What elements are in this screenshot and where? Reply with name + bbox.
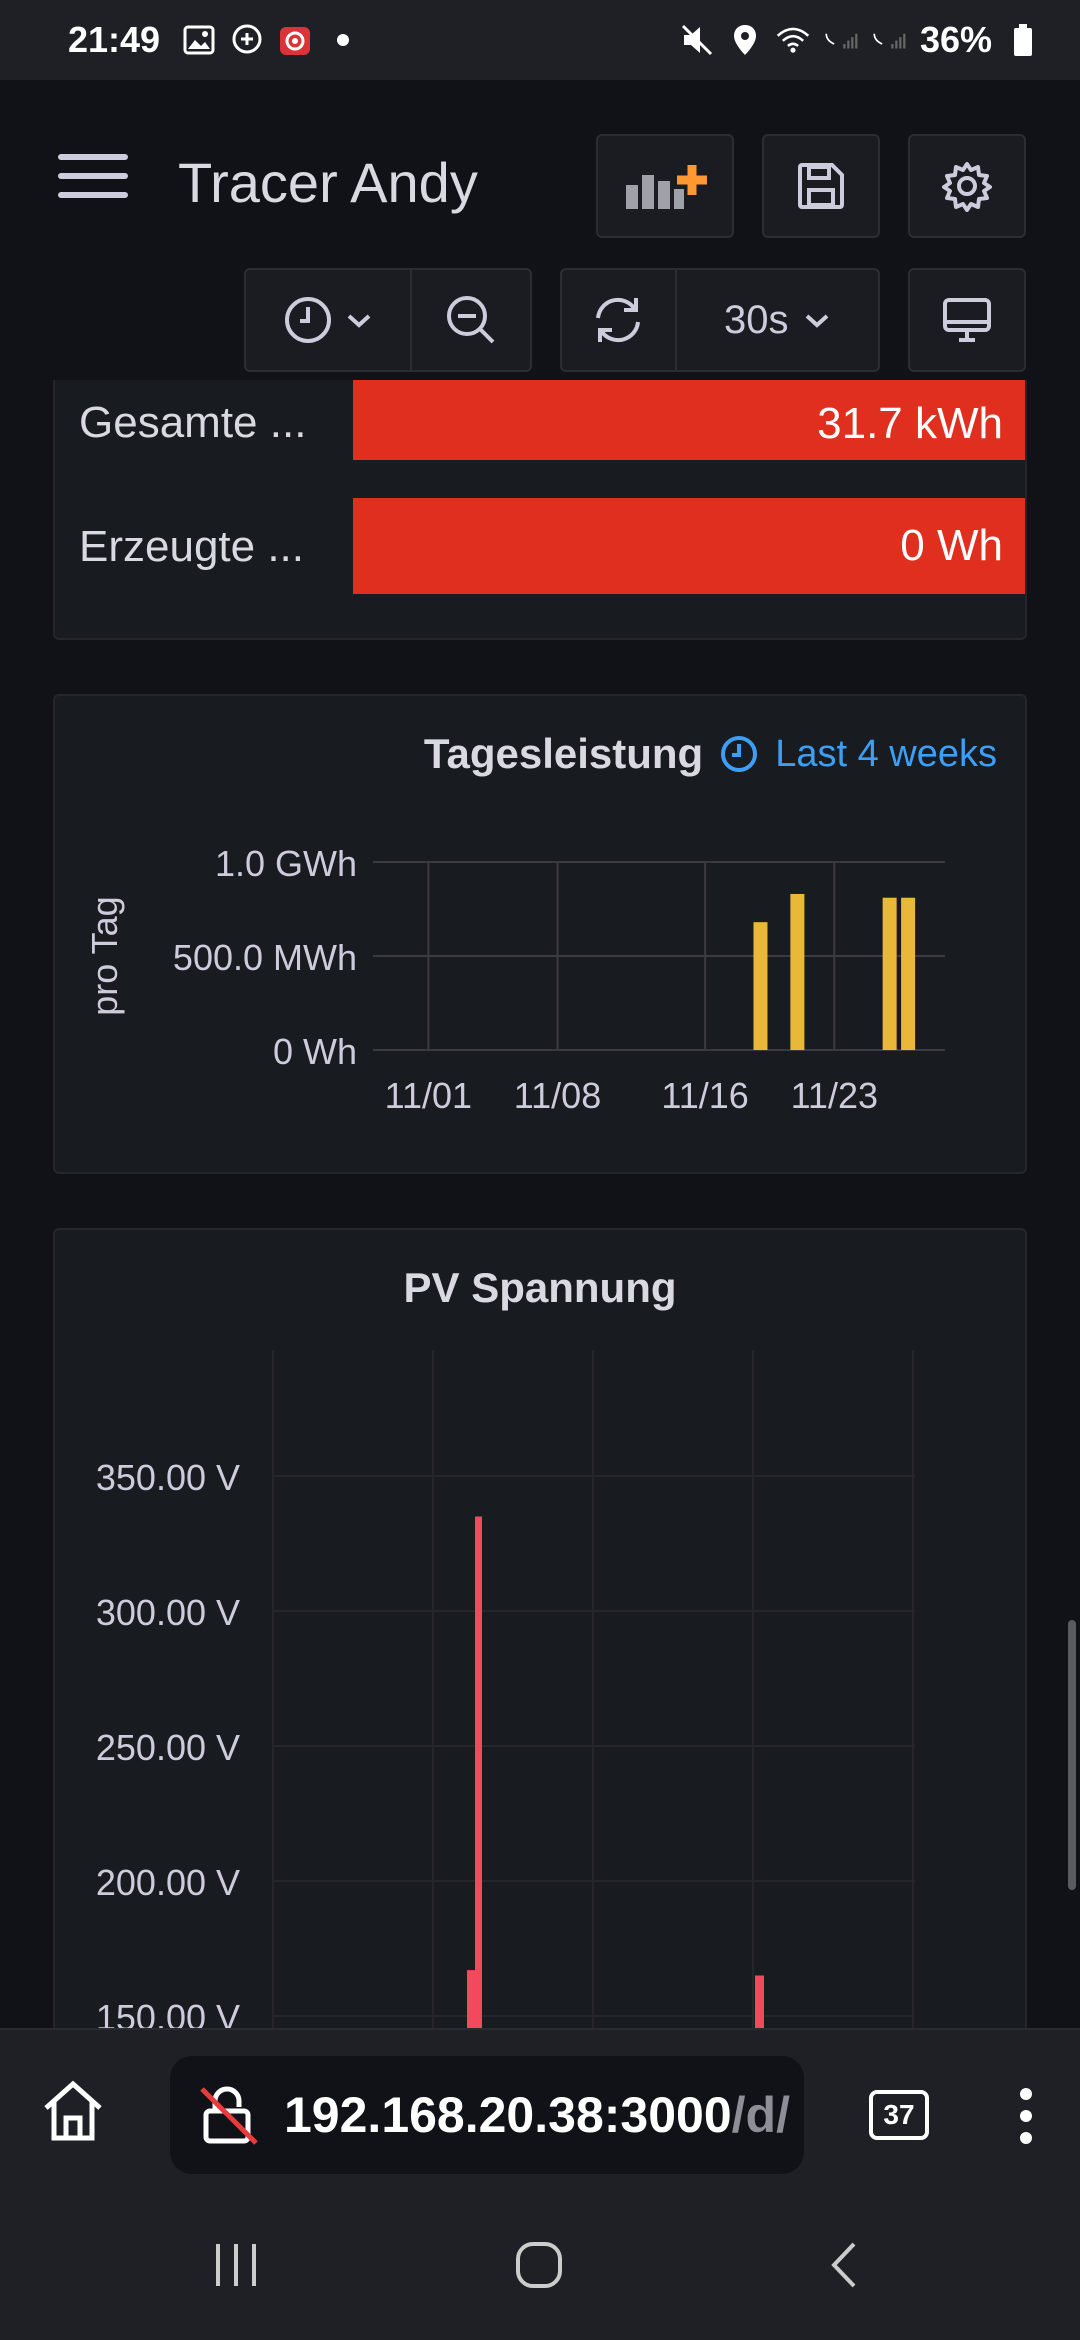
- bar-gauge-label: Gesamte ...: [79, 398, 307, 447]
- daily-yield-chart: 1.0 GWh 500.0 MWh 0 Wh 11/01 11/08 11/16 11/23…: [84, 843, 945, 1116]
- app-notification-icon: [278, 23, 312, 57]
- signal-sim2-icon: [872, 23, 906, 57]
- refresh-interval-label: 30s: [724, 297, 789, 342]
- home-circle-icon: [516, 2242, 562, 2288]
- back-icon: [831, 2242, 856, 2288]
- address-bar[interactable]: 192.168.20.38:3000/d/: [170, 2056, 804, 2174]
- gallery-icon: [182, 23, 216, 57]
- y-tick-label: 350.00 V: [96, 1457, 240, 1498]
- bar-gauge-row: Gesamte ... 31.7 kWh: [55, 380, 1025, 464]
- mute-icon: [680, 23, 714, 57]
- chevron-down-icon: [347, 314, 371, 328]
- bar-gauge-bar: 31.7 kWh: [353, 380, 1025, 460]
- zoom-out-button[interactable]: [412, 270, 530, 370]
- clock-icon: [721, 736, 758, 772]
- recents-icon: [216, 2244, 256, 2286]
- browser-toolbar: 192.168.20.38:3000/d/ 37: [0, 2028, 1080, 2188]
- bar-gauge-label: Erzeugte ...: [79, 522, 305, 571]
- system-nav-bar: [0, 2188, 1080, 2340]
- tv-mode-button[interactable]: [908, 268, 1026, 372]
- recent-apps-button[interactable]: [212, 2240, 262, 2295]
- refresh-button[interactable]: [562, 270, 677, 370]
- x-tick-label: 11/16: [661, 1075, 748, 1116]
- back-button[interactable]: [824, 2240, 864, 2295]
- bar-gauge-value: 0 Wh: [900, 521, 1003, 570]
- dashboard-header: Tracer Andy: [0, 80, 1080, 390]
- chat-plus-icon: [230, 23, 264, 57]
- y-axis-label: pro Tag: [84, 896, 125, 1015]
- battery-icon: [1006, 23, 1040, 57]
- y-tick-label: 0 Wh: [273, 1031, 357, 1072]
- tabs-button[interactable]: 37: [869, 2090, 929, 2140]
- menu-icon[interactable]: [58, 154, 128, 204]
- bar: [790, 893, 805, 1050]
- x-tick-label: 11/23: [791, 1075, 878, 1116]
- time-range-group: [244, 268, 532, 372]
- bar-gauge-value: 31.7 kWh: [817, 399, 1003, 448]
- add-panel-icon: [626, 165, 707, 209]
- bar: [882, 897, 897, 1050]
- gear-icon: [942, 162, 992, 212]
- panel-title[interactable]: Tagesleistung: [423, 730, 704, 777]
- x-tick-label: 11/01: [385, 1075, 472, 1116]
- settings-button[interactable]: [908, 134, 1026, 238]
- save-button[interactable]: [762, 134, 880, 238]
- location-icon: [728, 23, 762, 57]
- clock-icon: [284, 297, 331, 343]
- home-button[interactable]: [38, 2076, 108, 2151]
- bar-gauge-row: Erzeugte ... 0 Wh: [55, 496, 1025, 596]
- refresh-group: 30s: [560, 268, 880, 372]
- chevron-down-icon: [805, 314, 828, 328]
- url-text: 192.168.20.38:3000/d/: [284, 2087, 790, 2143]
- more-vertical-icon: [1020, 2088, 1032, 2144]
- y-tick-label: 200.00 V: [96, 1862, 240, 1903]
- dot-icon: [326, 23, 360, 57]
- insecure-lock-icon[interactable]: [198, 2083, 262, 2147]
- refresh-interval-picker[interactable]: 30s: [677, 270, 878, 370]
- time-range-override: Last 4 weeks: [775, 732, 997, 775]
- more-menu-button[interactable]: [1018, 2086, 1034, 2151]
- panel-header: Tagesleistung Last 4 weeks: [424, 730, 997, 778]
- y-tick-label: 300.00 V: [96, 1592, 240, 1633]
- battery-percent: 36%: [919, 19, 992, 60]
- refresh-icon: [596, 297, 641, 343]
- dashboard-title[interactable]: Tracer Andy: [178, 151, 478, 214]
- y-tick-label: 500.0 MWh: [173, 937, 357, 978]
- daily-yield-panel: Tagesleistung Last 4 weeks 1.0 GWh 500.0 …: [53, 694, 1027, 1174]
- time-picker-button[interactable]: [246, 270, 412, 370]
- bar-gauge-bar: 0 Wh: [353, 498, 1025, 594]
- wifi-icon: [776, 23, 810, 57]
- pv-voltage-panel: PV Spannung 350.00 V 300.00 V 250.00 V 200.…: [53, 1228, 1027, 2130]
- add-panel-button[interactable]: [596, 134, 734, 238]
- home-icon: [44, 2080, 102, 2141]
- monitor-icon: [943, 298, 991, 342]
- x-tick-label: 11/08: [514, 1075, 601, 1116]
- voltage-spike: [475, 1516, 482, 2130]
- save-icon: [798, 163, 844, 209]
- scrollbar[interactable]: [1068, 1620, 1076, 1890]
- home-nav-button[interactable]: [514, 2240, 564, 2295]
- signal-sim1-icon: [824, 23, 858, 57]
- y-tick-label: 250.00 V: [96, 1727, 240, 1768]
- bar-gauge-panel: Gesamte ... 31.7 kWh Erzeugte ... 0 Wh: [53, 380, 1027, 640]
- status-time: 21:49: [68, 19, 161, 60]
- status-bar: 21:49 36%: [0, 0, 1080, 80]
- bar: [753, 922, 768, 1050]
- y-tick-label: 1.0 GWh: [215, 843, 357, 884]
- bar: [901, 897, 916, 1050]
- zoom-out-icon: [446, 296, 495, 344]
- panel-title[interactable]: PV Spannung: [403, 1264, 677, 1311]
